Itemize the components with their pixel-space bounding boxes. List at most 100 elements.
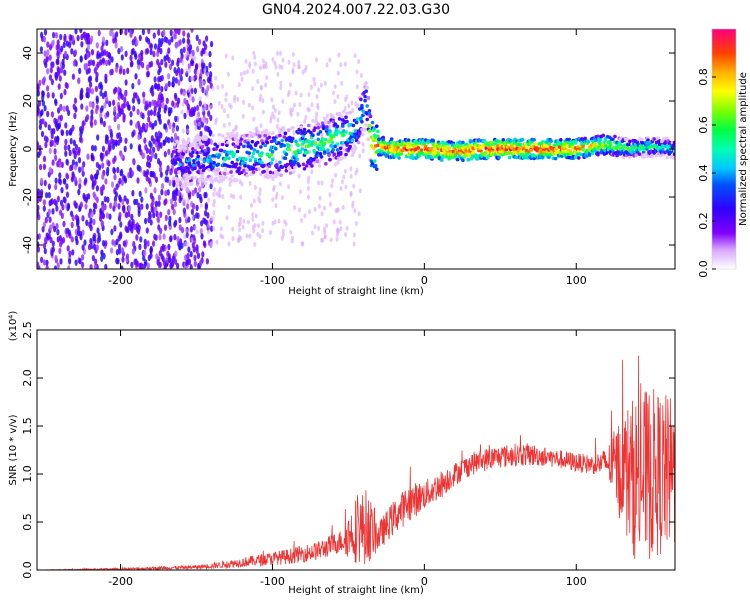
noise-cell (172, 189, 177, 196)
noise-cell (56, 58, 60, 65)
noise-cell (320, 180, 324, 186)
noise-cell (132, 159, 136, 166)
ridge-cell (194, 135, 198, 140)
noise-cell (74, 235, 78, 242)
noise-cell (41, 118, 45, 125)
noise-cell (228, 121, 231, 127)
ridge-cell (416, 146, 421, 150)
noise-cell (167, 47, 171, 54)
noise-cell (343, 61, 347, 67)
noise-cell (120, 54, 124, 61)
noise-cell (259, 123, 263, 129)
noise-cell (199, 156, 203, 162)
noise-cell (163, 123, 167, 130)
y-tick-label: 0.5 (21, 513, 34, 531)
noise-cell (62, 178, 66, 185)
noise-cell (270, 97, 274, 103)
noise-cell (52, 31, 56, 39)
ridge-cell (268, 174, 273, 179)
noise-cell (166, 189, 170, 196)
ridge-cell (187, 158, 192, 162)
noise-cell (146, 70, 150, 78)
noise-cell (171, 81, 175, 88)
noise-cell (237, 222, 241, 228)
noise-cell (74, 259, 78, 266)
noise-cell (205, 35, 209, 42)
noise-cell (157, 200, 161, 207)
ridge-cell (310, 164, 314, 168)
ridge-cell (514, 155, 518, 160)
noise-cell (212, 198, 216, 204)
ridge-cell (350, 138, 355, 143)
noise-cell (204, 210, 208, 217)
noise-cell (202, 240, 206, 247)
noise-cell (112, 167, 116, 174)
noise-cell (196, 45, 200, 53)
noise-cell (173, 200, 178, 208)
ridge-cell (201, 178, 206, 183)
noise-cell (357, 59, 361, 64)
noise-cell (212, 202, 216, 208)
noise-cell (86, 44, 90, 51)
ridge-cell (640, 141, 645, 145)
ridge-cell (333, 122, 338, 126)
noise-cell (338, 219, 342, 225)
noise-cell (37, 246, 41, 253)
ridge-cell (406, 138, 411, 142)
noise-cell (117, 235, 121, 242)
noise-cell (189, 84, 193, 90)
noise-cell (124, 90, 128, 98)
noise-cell (105, 59, 109, 66)
ridge-cell (596, 151, 600, 155)
noise-cell (243, 70, 246, 76)
noise-cell (87, 60, 91, 67)
ridge-cell (492, 145, 496, 150)
noise-cell (144, 123, 148, 130)
noise-cell (181, 128, 185, 134)
noise-cell (151, 90, 155, 97)
ridge-cell (173, 142, 177, 147)
noise-cell (37, 204, 40, 212)
noise-cell (100, 84, 104, 91)
noise-cell (211, 86, 215, 91)
noise-cell (306, 179, 310, 184)
ridge-cell (601, 133, 606, 138)
noise-cell (88, 100, 92, 108)
noise-cell (158, 234, 162, 241)
noise-cell (174, 168, 178, 175)
ridge-cell (181, 142, 186, 147)
noise-cell (204, 125, 208, 132)
noise-cell (201, 80, 205, 86)
noise-cell (224, 53, 228, 59)
noise-cell (176, 60, 180, 67)
noise-cell (185, 259, 189, 267)
ridge-cell (661, 147, 665, 152)
noise-cell (224, 167, 228, 173)
noise-cell (63, 197, 67, 204)
noise-cell (300, 218, 303, 223)
noise-cell (215, 239, 219, 245)
noise-cell (65, 183, 69, 190)
noise-cell (144, 259, 148, 266)
ridge-cell (348, 144, 353, 149)
noise-cell (37, 90, 40, 97)
noise-cell (224, 91, 228, 97)
ridge-cell (566, 152, 570, 157)
snr-axes: -200 -100 0 100 0.0 0.5 1.0 1.5 2.0 2.5 (21, 321, 675, 588)
noise-cell (265, 75, 269, 81)
noise-cell (190, 208, 194, 215)
ridge-cell (228, 135, 232, 140)
noise-cell (91, 254, 95, 262)
noise-cell (150, 206, 154, 213)
noise-cell (68, 258, 72, 265)
noise-cell (42, 205, 46, 212)
noise-cell (127, 104, 131, 111)
noise-cell (253, 185, 257, 191)
ridge-cell (316, 132, 321, 136)
noise-cell (251, 212, 255, 218)
noise-cell (187, 246, 191, 253)
ridge-cell (265, 140, 270, 145)
y-tick-label: 40 (21, 46, 34, 60)
noise-cell (241, 224, 245, 230)
noise-cell (54, 255, 58, 262)
